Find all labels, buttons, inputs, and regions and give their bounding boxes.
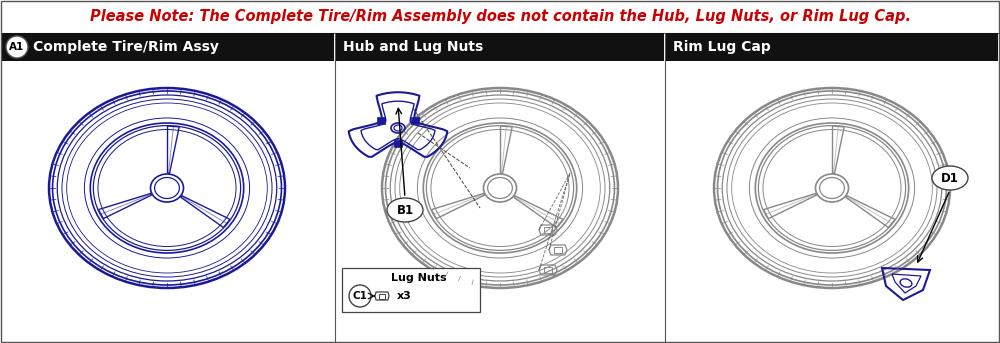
Ellipse shape xyxy=(387,198,423,222)
Bar xyxy=(544,267,552,273)
Bar xyxy=(544,227,552,233)
Text: D1: D1 xyxy=(941,172,959,185)
Text: Lug Nuts: Lug Nuts xyxy=(391,273,447,283)
Bar xyxy=(342,268,480,312)
Bar xyxy=(336,33,664,61)
Bar xyxy=(554,247,562,253)
Bar xyxy=(411,117,419,124)
Circle shape xyxy=(6,36,28,58)
Text: Hub and Lug Nuts: Hub and Lug Nuts xyxy=(343,40,483,54)
Ellipse shape xyxy=(932,166,968,190)
Bar xyxy=(394,140,402,146)
Bar xyxy=(377,117,385,124)
Circle shape xyxy=(349,285,371,307)
Text: Please Note: The Complete Tire/Rim Assembly does not contain the Hub, Lug Nuts, : Please Note: The Complete Tire/Rim Assem… xyxy=(90,9,910,24)
Text: C1: C1 xyxy=(353,291,367,301)
Text: B1: B1 xyxy=(396,203,414,216)
Bar xyxy=(2,33,334,61)
Text: x3: x3 xyxy=(397,291,411,301)
Text: Rim Lug Cap: Rim Lug Cap xyxy=(673,40,771,54)
Bar xyxy=(666,33,998,61)
Bar xyxy=(379,294,385,298)
Text: A1: A1 xyxy=(9,42,25,52)
Text: Complete Tire/Rim Assy: Complete Tire/Rim Assy xyxy=(33,40,219,54)
